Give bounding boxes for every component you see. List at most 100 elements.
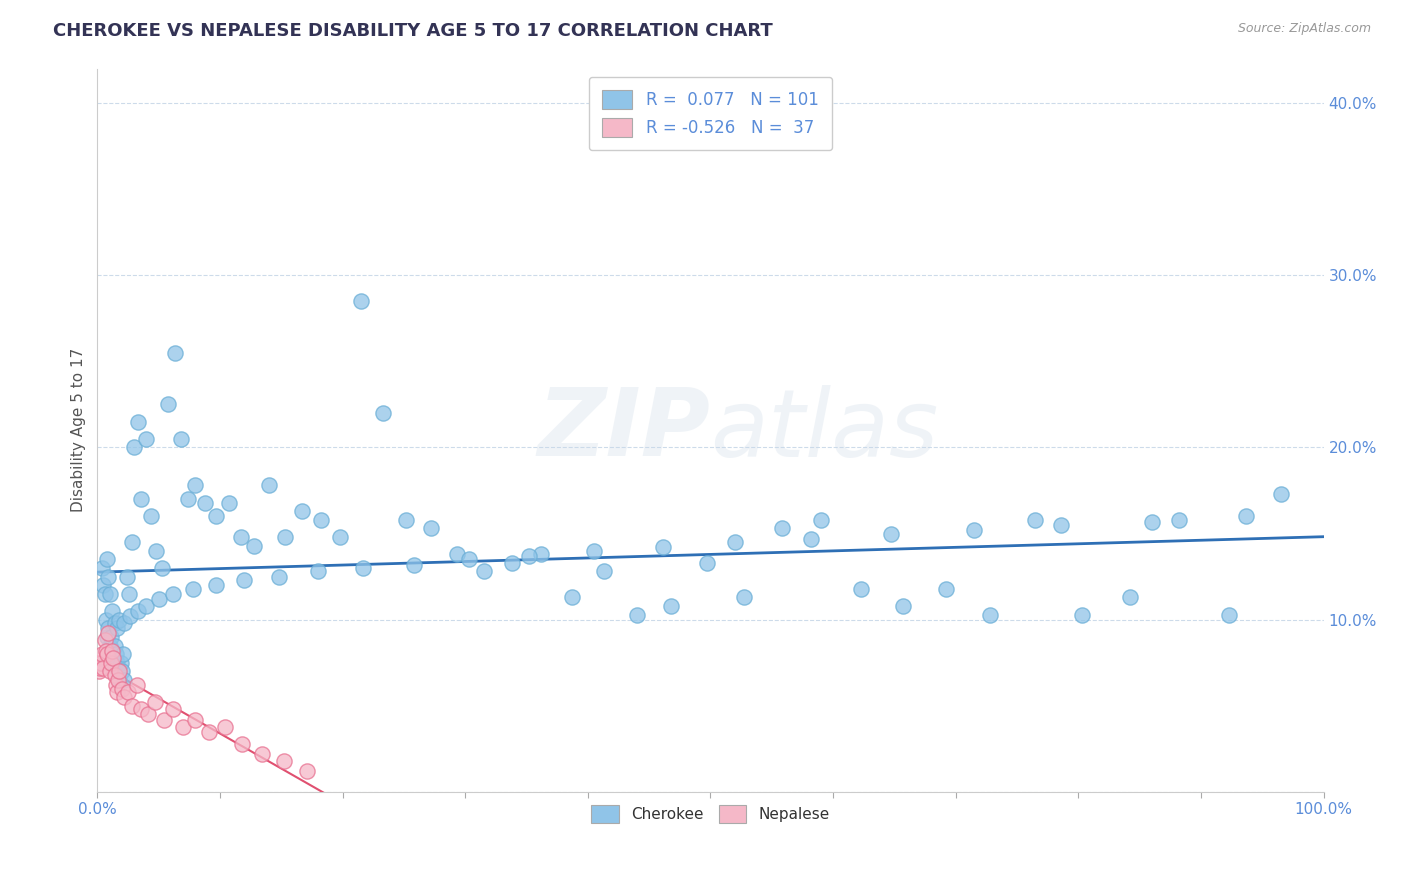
Point	[115, 569, 138, 583]
Point	[100, 656, 122, 670]
Point	[135, 599, 157, 613]
Point	[112, 647, 135, 661]
Point	[1218, 607, 1240, 622]
Point	[561, 591, 583, 605]
Point	[110, 656, 132, 670]
Legend: Cherokee, Nepalese: Cherokee, Nepalese	[579, 793, 842, 835]
Text: ZIP: ZIP	[537, 384, 710, 476]
Point	[1119, 591, 1142, 605]
Point	[273, 754, 295, 768]
Point	[770, 521, 793, 535]
Point	[121, 535, 143, 549]
Point	[1024, 513, 1046, 527]
Point	[170, 432, 193, 446]
Point	[143, 695, 166, 709]
Point	[1270, 487, 1292, 501]
Point	[350, 294, 373, 309]
Point	[163, 345, 186, 359]
Point	[250, 747, 273, 761]
Point	[229, 530, 252, 544]
Point	[103, 639, 125, 653]
Point	[880, 526, 903, 541]
Point	[1140, 515, 1163, 529]
Point	[97, 621, 120, 635]
Point	[457, 552, 479, 566]
Point	[243, 539, 266, 553]
Point	[1071, 607, 1094, 622]
Point	[93, 578, 115, 592]
Point	[111, 665, 134, 679]
Point	[101, 644, 124, 658]
Point	[103, 650, 125, 665]
Point	[90, 656, 112, 670]
Point	[198, 724, 221, 739]
Point	[177, 492, 200, 507]
Y-axis label: Disability Age 5 to 17: Disability Age 5 to 17	[72, 348, 86, 512]
Point	[530, 547, 553, 561]
Point	[371, 406, 394, 420]
Point	[184, 478, 207, 492]
Point	[724, 535, 747, 549]
Point	[101, 604, 124, 618]
Point	[233, 573, 256, 587]
Point	[117, 685, 139, 699]
Point	[120, 609, 142, 624]
Point	[307, 565, 329, 579]
Point	[104, 678, 127, 692]
Point	[419, 521, 441, 535]
Point	[97, 569, 120, 583]
Point	[517, 549, 540, 563]
Point	[274, 530, 297, 544]
Point	[89, 661, 111, 675]
Point	[194, 495, 217, 509]
Text: atlas: atlas	[710, 384, 939, 475]
Point	[214, 719, 236, 733]
Point	[94, 644, 117, 658]
Point	[891, 599, 914, 613]
Point	[118, 587, 141, 601]
Text: CHEROKEE VS NEPALESE DISABILITY AGE 5 TO 17 CORRELATION CHART: CHEROKEE VS NEPALESE DISABILITY AGE 5 TO…	[53, 22, 773, 40]
Point	[141, 509, 163, 524]
Point	[105, 685, 128, 699]
Point	[107, 665, 129, 679]
Point	[127, 604, 149, 618]
Point	[295, 764, 318, 779]
Point	[257, 478, 280, 492]
Point	[157, 397, 180, 411]
Point	[131, 702, 153, 716]
Point	[1050, 518, 1073, 533]
Point	[91, 561, 114, 575]
Point	[96, 647, 118, 661]
Point	[309, 513, 332, 527]
Point	[592, 565, 614, 579]
Point	[329, 530, 352, 544]
Point	[395, 513, 418, 527]
Point	[100, 630, 122, 644]
Point	[125, 678, 148, 692]
Point	[800, 532, 823, 546]
Point	[472, 565, 495, 579]
Point	[91, 647, 114, 661]
Point	[979, 607, 1001, 622]
Point	[145, 544, 167, 558]
Point	[501, 556, 523, 570]
Point	[98, 665, 121, 679]
Point	[96, 552, 118, 566]
Point	[150, 561, 173, 575]
Point	[93, 633, 115, 648]
Point	[111, 681, 134, 696]
Point	[352, 561, 374, 575]
Point	[651, 541, 673, 555]
Point	[112, 616, 135, 631]
Text: Source: ZipAtlas.com: Source: ZipAtlas.com	[1237, 22, 1371, 36]
Point	[108, 613, 131, 627]
Point	[626, 607, 648, 622]
Point	[231, 737, 253, 751]
Point	[1167, 513, 1189, 527]
Point	[184, 713, 207, 727]
Point	[582, 544, 605, 558]
Point	[105, 621, 128, 635]
Point	[162, 702, 184, 716]
Point	[402, 558, 425, 572]
Point	[136, 707, 159, 722]
